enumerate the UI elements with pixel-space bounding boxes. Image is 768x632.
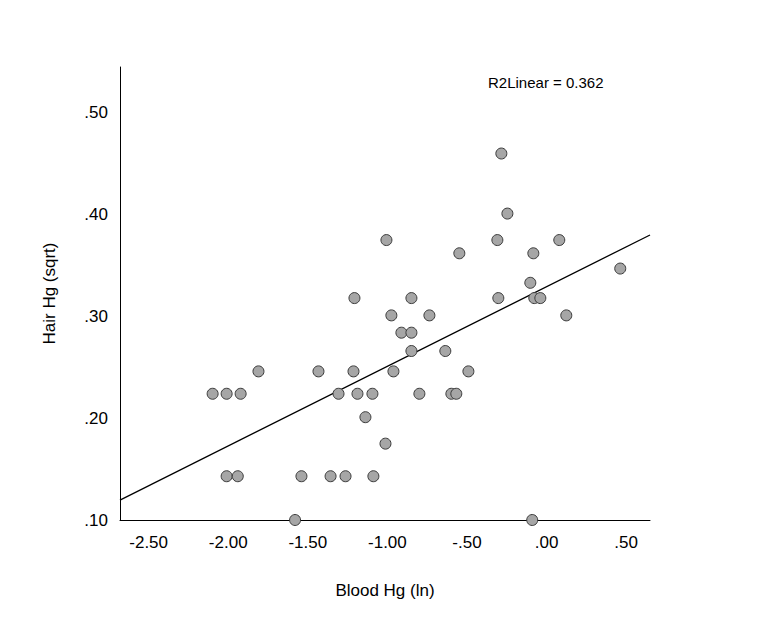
svg-text:R2Linear = 0.362: R2Linear = 0.362 [488, 74, 604, 91]
svg-text:.30: .30 [84, 307, 108, 326]
svg-text:.20: .20 [84, 409, 108, 428]
svg-text:-1.00: -1.00 [368, 533, 407, 552]
svg-text:.50: .50 [614, 533, 638, 552]
svg-text:-2.00: -2.00 [209, 533, 248, 552]
svg-text:Blood Hg (ln): Blood Hg (ln) [335, 581, 434, 600]
svg-text:.50: .50 [84, 103, 108, 122]
svg-text:.00: .00 [535, 533, 559, 552]
svg-text:.40: .40 [84, 205, 108, 224]
svg-text:-2.50: -2.50 [129, 533, 168, 552]
svg-text:Hair Hg (sqrt): Hair Hg (sqrt) [40, 242, 59, 344]
svg-text:-.50: -.50 [452, 533, 481, 552]
svg-text:-1.50: -1.50 [288, 533, 327, 552]
svg-text:.10: .10 [84, 511, 108, 530]
